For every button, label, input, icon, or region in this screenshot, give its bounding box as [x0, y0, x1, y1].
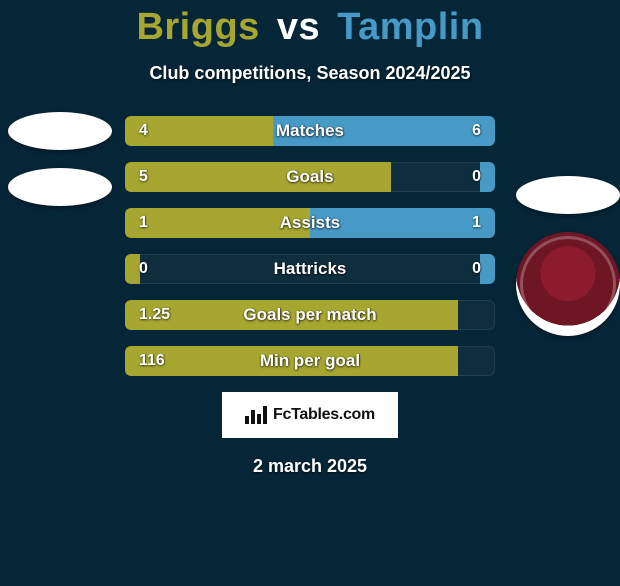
- stat-label: Hattricks: [125, 254, 495, 284]
- stat-row: 46Matches: [125, 116, 495, 146]
- player1-flag-icon: [8, 112, 112, 150]
- stat-row: 00Hattricks: [125, 254, 495, 284]
- player2-badges: [513, 176, 620, 336]
- stats-chart: 46Matches 50Goals 11Assists 00Hattricks 1.25…: [125, 116, 495, 376]
- stat-row: 116Min per goal: [125, 346, 495, 376]
- player2-name: Tamplin: [337, 6, 483, 48]
- stat-label: Min per goal: [125, 346, 495, 376]
- player1-club-icon: [8, 168, 112, 206]
- player1-name: Briggs: [136, 6, 259, 48]
- title-vs: vs: [277, 6, 320, 48]
- fctables-bars-icon: [245, 406, 267, 424]
- snapshot-date: 2 march 2025: [0, 456, 620, 477]
- fctables-label: FcTables.com: [273, 406, 375, 424]
- stat-row: 50Goals: [125, 162, 495, 192]
- subtitle: Club competitions, Season 2024/2025: [0, 63, 620, 84]
- stat-label: Matches: [125, 116, 495, 146]
- stat-label: Assists: [125, 208, 495, 238]
- comparison-title: Briggs vs Tamplin: [0, 6, 620, 49]
- stat-label: Goals: [125, 162, 495, 192]
- player1-badges: [5, 112, 115, 206]
- stat-label: Goals per match: [125, 300, 495, 330]
- stat-row: 1.25Goals per match: [125, 300, 495, 330]
- stat-row: 11Assists: [125, 208, 495, 238]
- player2-club-crest-icon: [516, 232, 620, 336]
- fctables-logo: FcTables.com: [222, 392, 398, 438]
- player2-flag-icon: [516, 176, 620, 214]
